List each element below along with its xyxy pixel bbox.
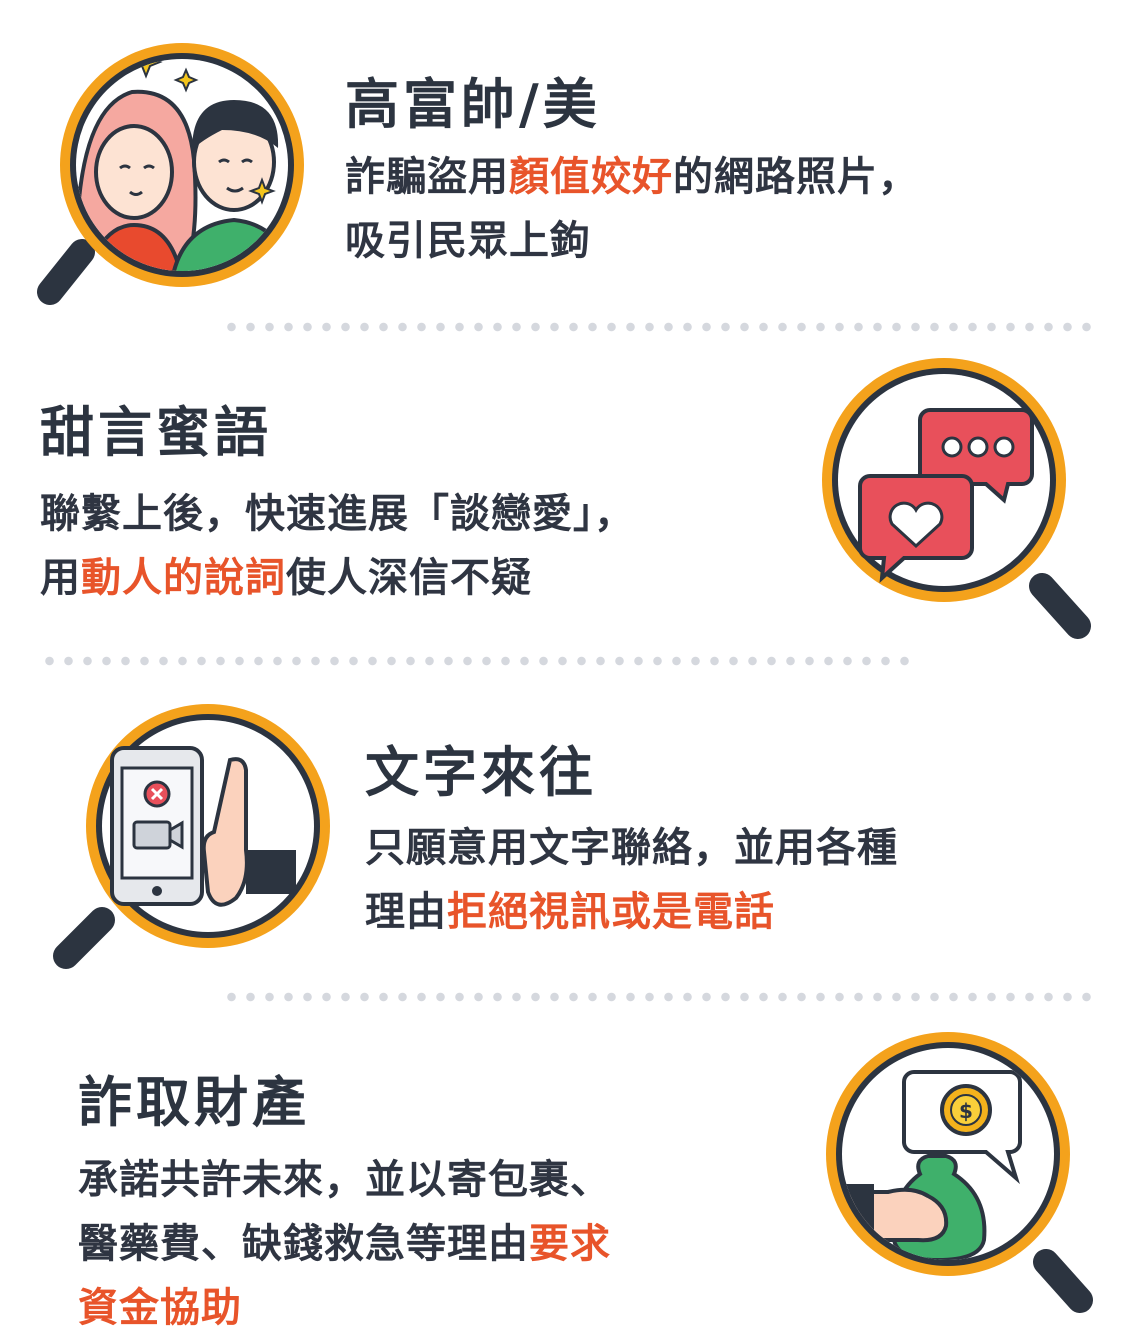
phone-reject-icon [110,746,296,907]
section-title-3: 文字來往 [365,741,597,804]
body-line: 資金協助 [78,1276,611,1340]
section-body-2: 聯繫上後，快速進展「談戀愛」， 用動人的說詞使人深信不疑 [40,482,635,610]
highlight-text: 顏值姣好 [509,154,673,200]
body-text-segment: 承諾共許未來，並以寄包裹、 [78,1157,611,1203]
body-text-segment: 用 [40,555,81,601]
body-line: 承諾共許未來，並以寄包裹、 [78,1148,611,1212]
magnifier-chat [812,348,1112,648]
section-body-3: 只願意用文字聯絡，並用各種 理由拒絕視訊或是電話 [365,816,898,944]
body-line: 詐騙盜用顏值姣好的網路照片， [345,145,919,209]
body-line: 用動人的說詞使人深信不疑 [40,546,635,610]
highlight-text: 拒絕視訊或是電話 [447,889,775,935]
body-line: 理由拒絕視訊或是電話 [365,880,898,944]
body-text-segment: 使人深信不疑 [286,555,532,601]
magnifier-phone [40,690,350,980]
body-text-segment: 的網路照片， [673,154,919,200]
dotted-divider [222,992,1094,1002]
body-text-segment: 詐騙盜用 [345,154,509,200]
body-line: 聯繫上後，快速進展「談戀愛」， [40,482,635,546]
section-title-2: 甜言蜜語 [40,401,272,464]
body-text-segment: 醫藥費、缺錢救急等理由 [78,1221,529,1267]
body-line: 醫藥費、缺錢救急等理由要求 [78,1212,611,1276]
highlight-text: 要求 [529,1221,611,1267]
body-text-segment: 聯繫上後，快速進展「談戀愛」， [40,491,635,537]
body-line: 吸引民眾上鉤 [345,209,919,273]
section-title-4: 詐取財產 [78,1071,310,1134]
section-title-1: 高富帥/美 [345,73,601,136]
magnifier-couple [22,30,322,320]
body-text-segment: 吸引民眾上鉤 [345,218,591,264]
body-text-segment: 只願意用文字聯絡，並用各種 [365,825,898,871]
highlight-text: 動人的說詞 [81,555,286,601]
dotted-divider [40,656,912,666]
body-text-segment: 理由 [365,889,447,935]
svg-text:$: $ [959,1099,973,1123]
dotted-divider [222,322,1094,332]
chat-heart-icon [858,408,1034,583]
section-body-1: 詐騙盜用顏值姣好的網路照片， 吸引民眾上鉤 [345,145,919,273]
magnifier-money: $ [818,1024,1118,1324]
body-line: 只願意用文字聯絡，並用各種 [365,816,898,880]
highlight-text: 資金協助 [78,1285,242,1331]
section-body-4: 承諾共許未來，並以寄包裹、 醫藥費、缺錢救急等理由要求 資金協助 [78,1148,611,1340]
